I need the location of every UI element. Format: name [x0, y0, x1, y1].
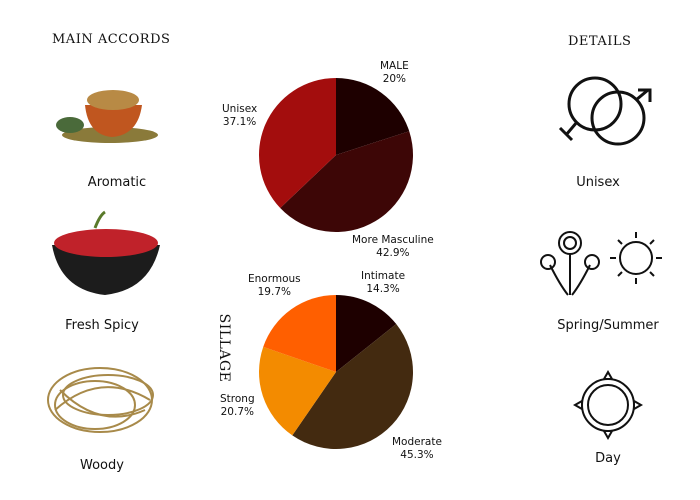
gender-icon — [558, 76, 652, 146]
slice-label-enormous: Enormous 19.7% — [248, 273, 301, 298]
slice-label-more-masculine: More Masculine 42.9% — [352, 234, 434, 259]
details-heading: DETAILS — [568, 34, 632, 49]
pie-chart-sillage — [258, 295, 414, 449]
slice-label-male: MALE 20% — [380, 60, 409, 85]
slice-label-moderate: Moderate 45.3% — [392, 436, 442, 461]
pie-slice-male — [336, 78, 410, 155]
pie-chart-gender — [259, 78, 413, 233]
pie-slice-unisex — [259, 78, 336, 209]
accord-label-woody: Woody — [80, 458, 124, 473]
pie-slice-strong — [258, 346, 336, 436]
pie-slice-intimate — [336, 295, 397, 372]
detail-label-season: Spring/Summer — [557, 318, 659, 333]
accord-label-fresh-spicy: Fresh Spicy — [65, 318, 139, 333]
main-accords-heading: MAIN ACCORDS — [52, 32, 171, 47]
fresh-spicy-image — [52, 210, 160, 295]
aromatic-image — [56, 90, 158, 143]
sillage-title: SILLAGE — [216, 313, 232, 383]
slice-label-unisex: Unisex 37.1% — [222, 103, 258, 128]
pie-slice-enormous — [263, 295, 336, 372]
flowers-sun-icon — [540, 231, 662, 296]
pie-slice-more-masculine — [280, 131, 413, 233]
accord-label-aromatic: Aromatic — [87, 175, 147, 190]
pie-slice-moderate — [292, 324, 414, 449]
detail-label-time: Day — [595, 451, 621, 466]
woody-image — [47, 367, 154, 433]
detail-label-gender: Unisex — [576, 175, 620, 190]
slice-label-intimate: Intimate 14.3% — [361, 270, 406, 295]
sun-icon — [572, 369, 644, 441]
slice-label-strong: Strong 20.7% — [220, 393, 255, 418]
